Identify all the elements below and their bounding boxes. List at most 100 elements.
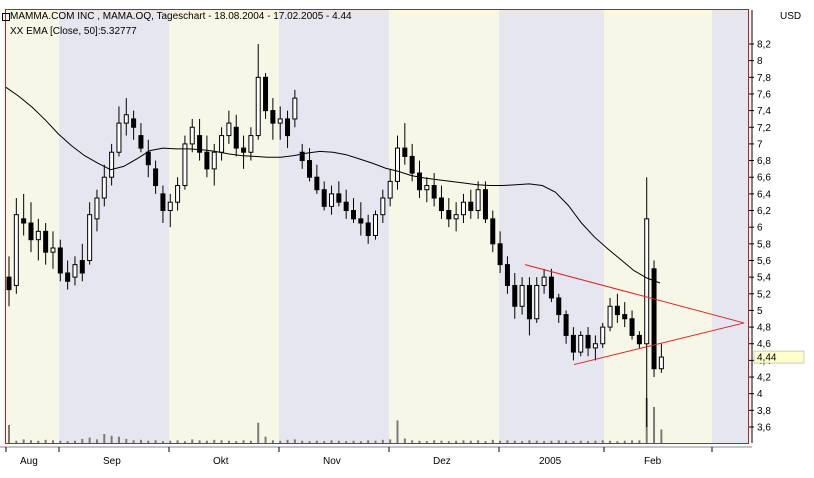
candle-body [314, 176, 320, 191]
candle-body [409, 155, 415, 174]
candle-body [365, 222, 371, 236]
volume-bar [29, 440, 32, 443]
candle-body [43, 230, 49, 253]
candle-body [175, 185, 181, 203]
volume-bar [110, 435, 113, 443]
candle-body [644, 218, 650, 345]
volume-bar [425, 441, 428, 443]
candle-body [189, 126, 195, 145]
y-tick-label: 6 [757, 223, 763, 234]
y-tick-label: 5 [757, 306, 763, 317]
candle-body [636, 334, 642, 345]
candle-body [79, 259, 85, 274]
month-bands [6, 10, 748, 443]
volume-bar [403, 438, 406, 443]
volume-bar [73, 440, 76, 443]
volume-bar [257, 422, 260, 443]
candle-body [204, 151, 210, 170]
candle-body [13, 214, 19, 286]
volume-bar [381, 439, 384, 443]
x-tick-label: Nov [323, 456, 341, 467]
volume-bar [587, 441, 590, 443]
candle-body [263, 76, 269, 112]
candle-body [651, 268, 657, 370]
x-tick-label: Sep [103, 456, 121, 467]
candle-body [167, 201, 173, 212]
y-tick-label: 7 [757, 139, 763, 150]
volume-bar [51, 440, 54, 443]
candle-body [468, 201, 474, 212]
volume-bar [535, 440, 538, 443]
candle-body [629, 318, 635, 336]
volume-bar [572, 441, 575, 443]
candle-body [226, 122, 232, 137]
volume-bar [623, 440, 626, 443]
candle-body [592, 343, 598, 349]
candle-body [145, 151, 151, 166]
volume-bar [176, 440, 179, 443]
candle-body [116, 122, 122, 153]
volume-bar [484, 441, 487, 443]
candle-body [570, 334, 576, 353]
candle-body [394, 147, 400, 182]
x-tick-label: Aug [20, 456, 38, 467]
candle-body [241, 147, 247, 153]
y-tick-label: 6,8 [757, 156, 771, 167]
x-tick-label: Feb [644, 456, 662, 467]
volume-bar [631, 440, 634, 443]
y-tick-label: 7,4 [757, 106, 771, 117]
candle-body [343, 201, 349, 212]
candle-body [600, 326, 606, 345]
candle-body [160, 193, 166, 212]
candle-body [373, 214, 378, 237]
y-tick-label: 6,6 [757, 173, 771, 184]
volume-bar [242, 440, 245, 443]
volume-bar [169, 440, 172, 443]
candle-body [512, 284, 518, 307]
candle-body [211, 151, 217, 170]
y-tick-label: 8 [757, 56, 763, 67]
plot-border [5, 9, 749, 444]
y-tick-label: 5,4 [757, 273, 771, 284]
candle-body [541, 276, 547, 286]
month-band [499, 10, 604, 443]
y-tick-label: 4,8 [757, 323, 771, 334]
volume-bar [220, 440, 223, 443]
volume-bar [594, 440, 597, 443]
volume-bar [389, 439, 392, 443]
y-tick-label: 4,6 [757, 339, 771, 350]
volume-bar [117, 436, 120, 443]
candle-body [548, 276, 554, 299]
candle-body [658, 356, 664, 370]
candle-body [270, 110, 276, 124]
candle-body [197, 135, 203, 153]
volume-bar [345, 441, 348, 443]
candle-body [285, 118, 291, 137]
volume-bar [161, 441, 164, 443]
candle-body [321, 189, 327, 207]
volume-bar [271, 440, 274, 443]
candle-body [138, 135, 144, 149]
candle-body [50, 247, 56, 253]
volume-bar [455, 440, 458, 443]
month-band [712, 10, 748, 443]
volume-bar [506, 440, 509, 443]
volume-bar [205, 440, 208, 443]
volume-bar [125, 438, 128, 443]
candle-body [380, 197, 386, 216]
candle-body [578, 334, 584, 353]
candlestick-series [6, 44, 664, 427]
last-price-label: 4,44 [757, 353, 777, 364]
candle-body [453, 214, 459, 220]
month-band [604, 10, 712, 443]
month-band [389, 10, 499, 443]
candle-body [438, 197, 444, 212]
candle-body [65, 272, 71, 282]
volume-bar [235, 441, 238, 443]
volume-bar [286, 439, 289, 443]
volume-bar [81, 438, 84, 443]
candle-body [87, 214, 93, 261]
ema-legend: XX EMA [Close, 50]:5.32777 [10, 26, 137, 37]
volume-bar [249, 440, 252, 443]
volume-bar [337, 440, 340, 443]
